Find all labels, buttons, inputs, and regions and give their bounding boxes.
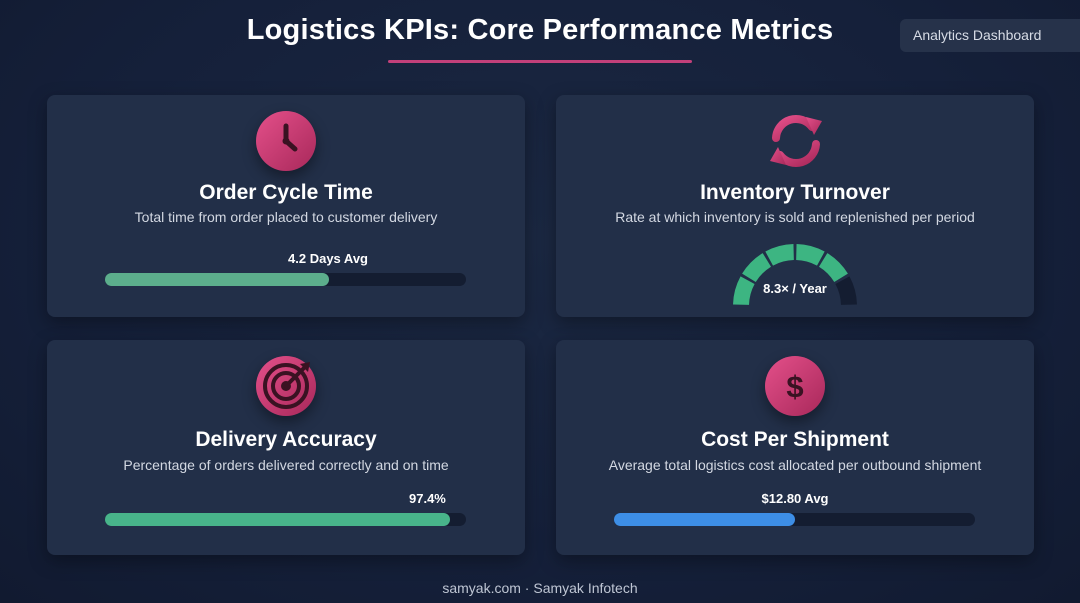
analytics-dashboard-badge[interactable]: Analytics Dashboard	[900, 19, 1080, 52]
card-title: Cost Per Shipment	[701, 428, 889, 451]
progress-fill	[105, 513, 450, 526]
progress-track	[105, 513, 466, 526]
progress-track	[614, 513, 975, 526]
progress-track	[105, 273, 466, 286]
progress-fill	[614, 513, 795, 526]
target-icon	[256, 356, 316, 416]
card-description: Average total logistics cost allocated p…	[608, 457, 982, 473]
gauge-segment	[733, 276, 755, 305]
gauge-segment	[796, 244, 825, 266]
gauge-segment	[818, 253, 848, 283]
kpi-card-order-cycle-time: Order Cycle Time Total time from order p…	[47, 95, 525, 317]
gauge-segment	[742, 253, 772, 283]
dollar-icon: $	[765, 356, 825, 416]
refresh-icon	[764, 111, 828, 171]
card-description: Rate at which inventory is sold and repl…	[615, 209, 975, 225]
page-title: Logistics KPIs: Core Performance Metrics	[246, 14, 834, 46]
clock-icon	[256, 111, 316, 171]
card-title: Delivery Accuracy	[195, 428, 377, 451]
progress-fill	[105, 273, 329, 286]
gauge-segment	[765, 244, 794, 266]
metric-label: 97.4%	[409, 491, 446, 506]
turnover-gauge	[733, 244, 857, 305]
card-description: Percentage of orders delivered correctly…	[123, 457, 449, 473]
kpi-card-inventory-turnover: Inventory Turnover Rate at which invento…	[556, 95, 1034, 317]
title-underline	[388, 60, 692, 63]
card-title: Inventory Turnover	[700, 181, 890, 204]
gauge-segment	[835, 276, 857, 305]
card-description: Total time from order placed to customer…	[134, 209, 438, 225]
svg-text:$: $	[786, 369, 803, 404]
metric-label: 8.3× / Year	[763, 281, 827, 296]
kpi-card-delivery-accuracy: Delivery Accuracy Percentage of orders d…	[47, 340, 525, 555]
metric-label: 4.2 Days Avg	[288, 251, 368, 266]
card-title: Order Cycle Time	[199, 181, 373, 204]
footer-credit: samyak.com · Samyak Infotech	[442, 580, 638, 596]
metric-label: $12.80 Avg	[761, 491, 829, 506]
kpi-card-cost-per-shipment: $ Cost Per Shipment Average total logist…	[556, 340, 1034, 555]
